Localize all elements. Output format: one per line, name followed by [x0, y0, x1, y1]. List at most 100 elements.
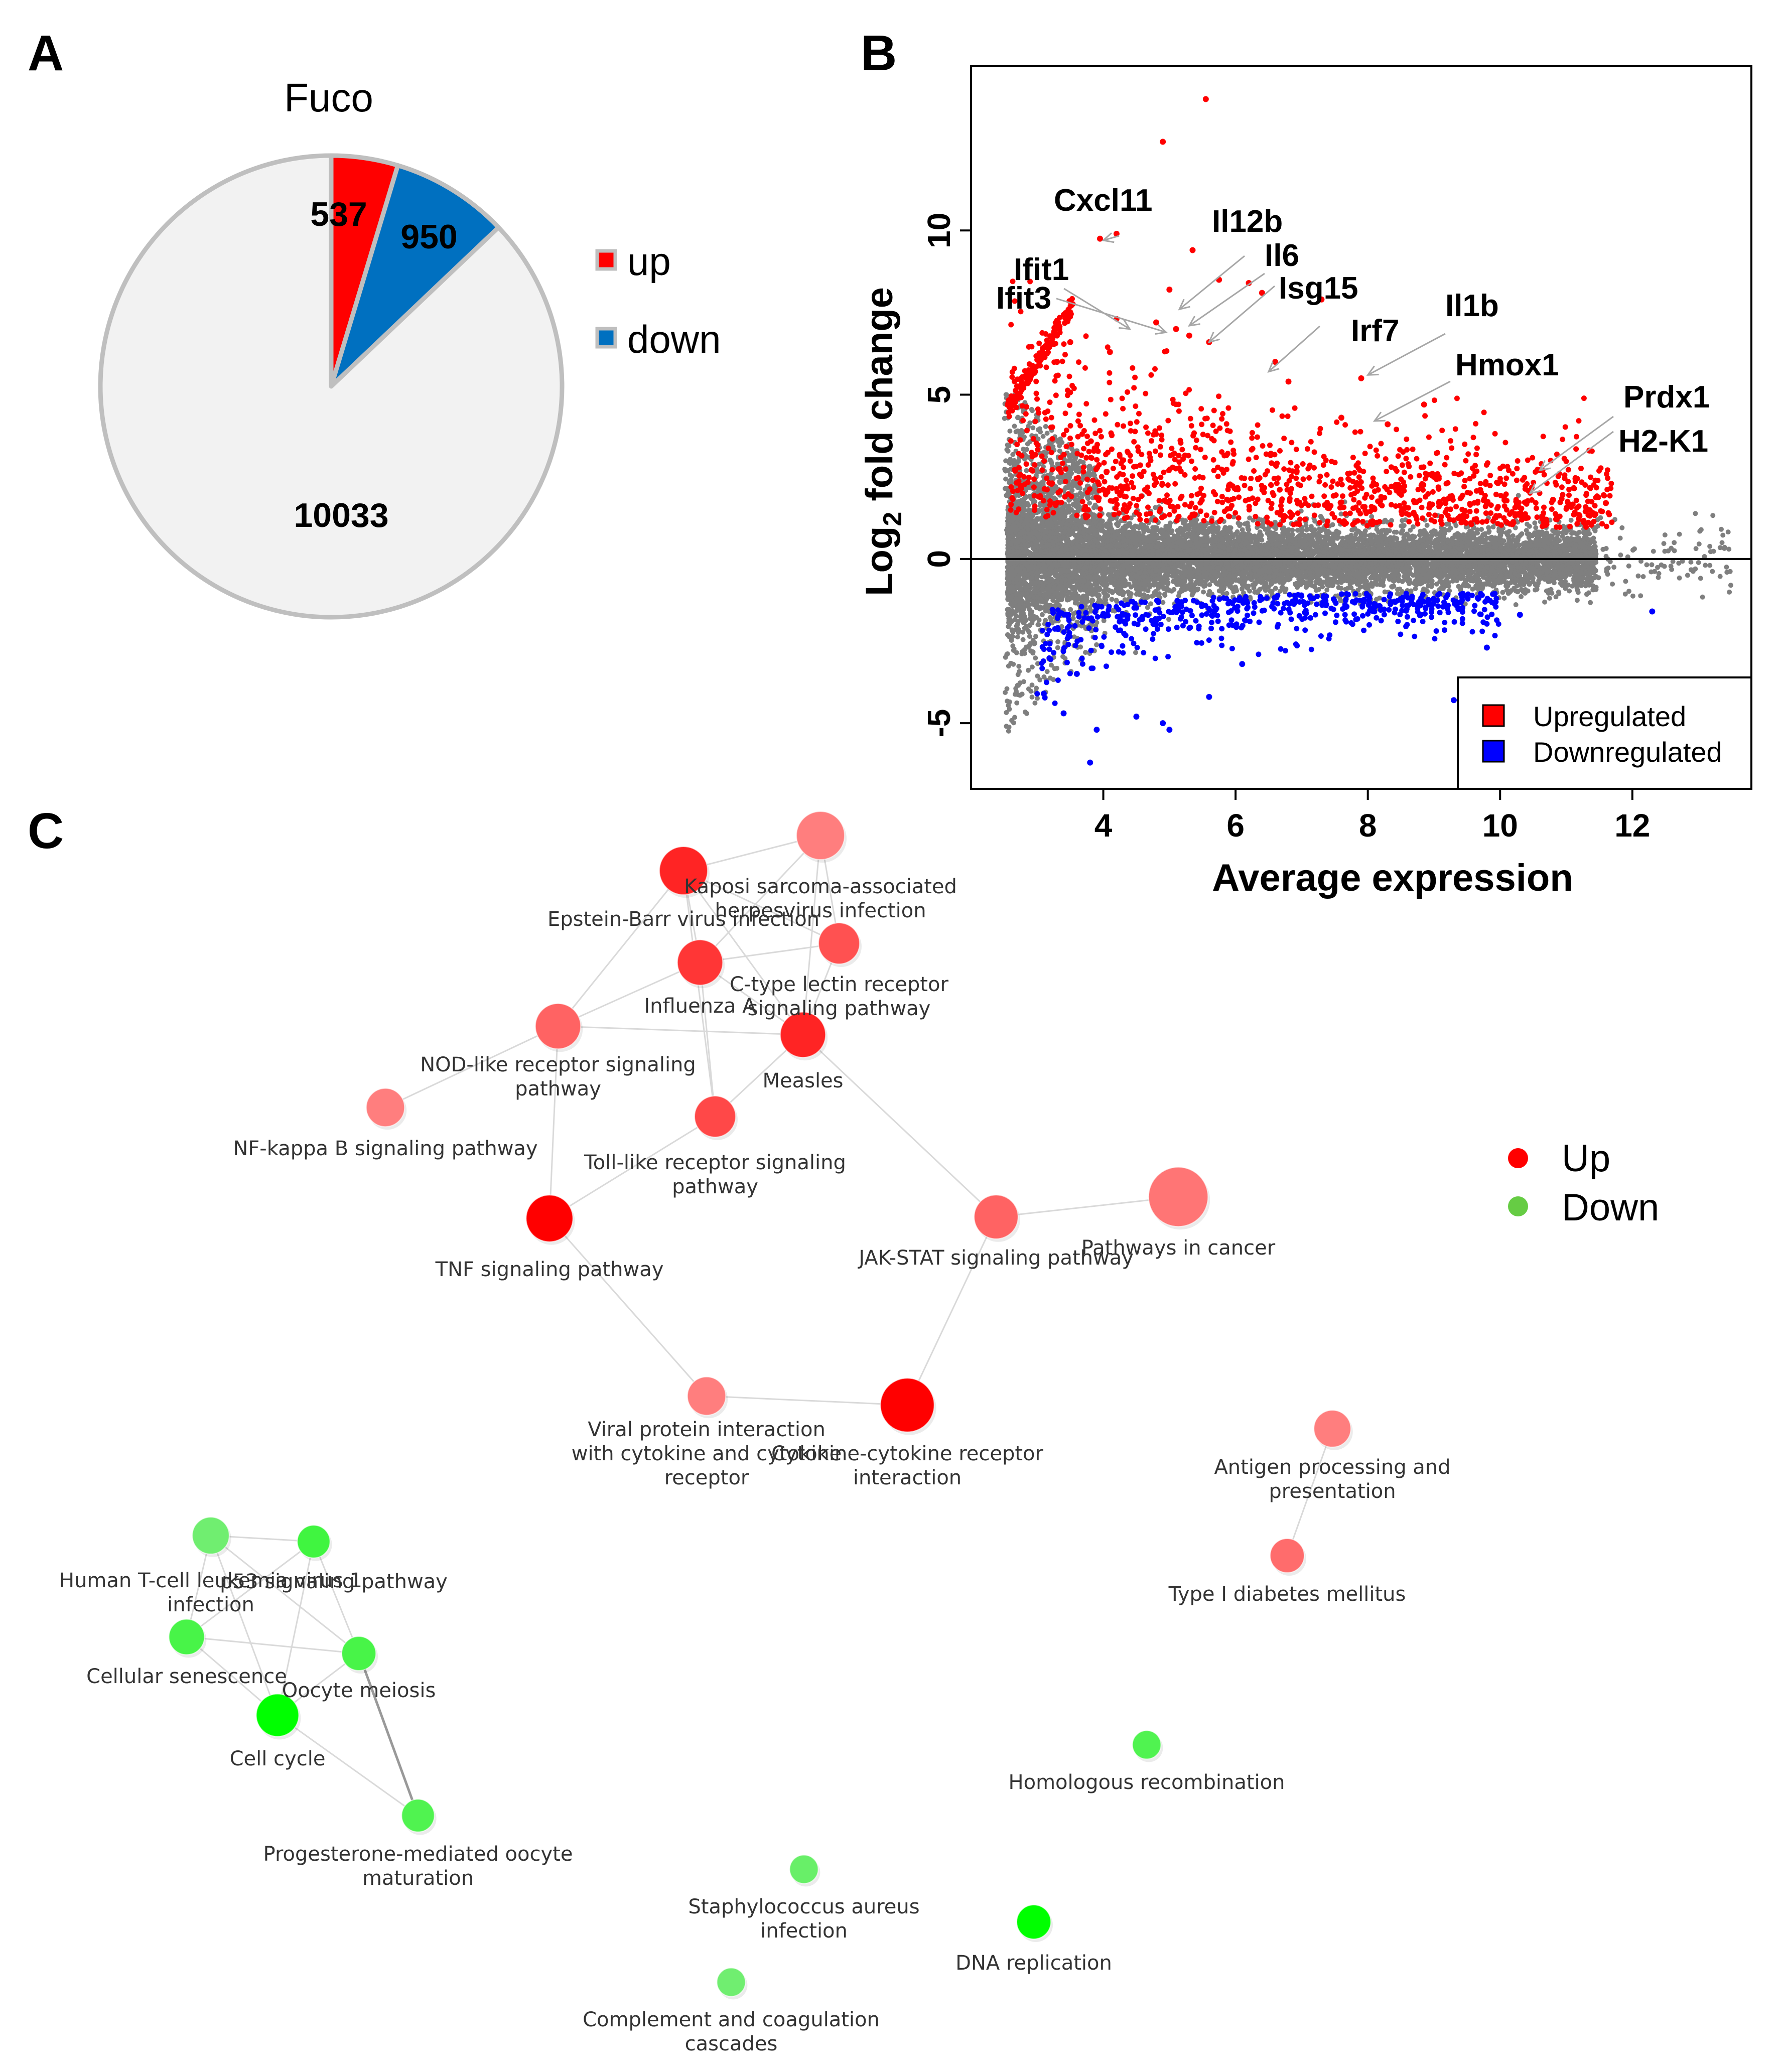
network-node-dnarep [1016, 1904, 1051, 1940]
ma-point-outlier [1477, 487, 1483, 493]
network-node-label-line: Human T-cell leukemia virus 1 [59, 1569, 362, 1592]
ma-annotation-arrow [1063, 288, 1131, 330]
ma-annotation-arrow [1374, 380, 1451, 422]
ma-gene-label-il1b: Il1b [1445, 289, 1499, 323]
ma-plot-frame [970, 65, 1752, 790]
network-edge [700, 942, 840, 963]
pie-legend-swatch-up [595, 249, 617, 271]
ma-point-outlier [1483, 644, 1490, 651]
ma-gene-label-isg15: Isg15 [1279, 271, 1358, 306]
ma-x-tick-label: 12 [1614, 807, 1650, 844]
network-edge [906, 1216, 997, 1406]
network-node-viral [687, 1376, 727, 1416]
network-legend-up-label: Up [1562, 1137, 1610, 1180]
network-node-label-line: Kaposi sarcoma-associated [684, 875, 957, 898]
network-node-label-cellcycle: Cell cycle [230, 1747, 326, 1770]
ma-annotation-arrowhead [1528, 483, 1541, 494]
network-edge [996, 1196, 1179, 1218]
network-node-nfkb [365, 1087, 405, 1128]
pie-legend-label-down: down [627, 317, 721, 361]
network-edge [549, 1218, 708, 1397]
ma-points-downregulated [1034, 591, 1501, 706]
ma-point-outlier [1450, 697, 1457, 704]
network-edge [549, 1116, 716, 1219]
ma-gene-label-ifit1: Ifit1 [1014, 252, 1069, 287]
ma-point-outlier [1385, 421, 1391, 428]
ma-legend-up-swatch [1482, 704, 1505, 727]
network-node-label-antigen: Antigen processing and presentation [1214, 1456, 1450, 1503]
network-node-label-line: Type I diabetes mellitus [1168, 1583, 1406, 1606]
network-node-label-p53: p53 signaling pathway [220, 1570, 448, 1593]
network-node-label-senescence: Cellular senescence [86, 1665, 287, 1688]
ma-gene-label-ifit3: Ifit3 [996, 281, 1051, 316]
ma-annotation-arrowhead [1188, 316, 1200, 327]
ma-y-tick-label: -5 [921, 709, 957, 738]
ma-point-outlier [1153, 319, 1159, 326]
network-node-label-tnf: TNF signaling pathway [435, 1258, 664, 1281]
network-edge [699, 835, 821, 963]
network-node-cellcycle [255, 1693, 300, 1737]
ma-point-outlier [1285, 378, 1292, 385]
network-node-ebv [659, 846, 708, 895]
network-edge [186, 1541, 314, 1638]
network-node-label-cancer: Pathways in cancer [1081, 1236, 1276, 1260]
network-node-label-line: Antigen processing and [1214, 1456, 1450, 1479]
network-node-label-line: Cell cycle [230, 1747, 326, 1770]
network-node-label-line: receptor [664, 1466, 749, 1489]
network-edge [549, 1026, 559, 1219]
network-node-label-line: JAK-STAT signaling pathway [857, 1247, 1134, 1270]
network-edge [313, 1541, 360, 1654]
ma-y-tick-label: 5 [921, 386, 957, 404]
network-node-label-line: NOD-like receptor signaling [420, 1053, 696, 1076]
network-node-label-line: Homologous recombination [1009, 1771, 1285, 1794]
network-node-label-line: Influenza A [644, 995, 756, 1018]
ma-x-tick-label: 6 [1226, 807, 1245, 844]
network-node-label-measles: Measles [762, 1069, 843, 1092]
network-node-label-line: Toll-like receptor signaling [584, 1151, 846, 1174]
network-node-label-complement: Complement and coagulation cascades [583, 2008, 880, 2055]
network-node-label-line: signaling pathway [748, 997, 931, 1020]
network-node-label-toll: Toll-like receptor signaling pathway [584, 1151, 846, 1198]
ma-gene-label-irf7: Irf7 [1351, 314, 1399, 348]
network-legend-down-dot [1508, 1196, 1528, 1216]
ma-gene-label-h2-k1: H2-K1 [1618, 424, 1708, 459]
network-edge [682, 870, 804, 1035]
network-node-label-line: Staphylococcus aureus [688, 1895, 919, 1918]
network-node-p53 [297, 1525, 331, 1559]
network-edge [682, 870, 716, 1117]
network-node-label-kaposi: Kaposi sarcoma-associated herpesvirus inf… [684, 875, 957, 922]
ma-point-outlier [1358, 375, 1364, 381]
network-edge [357, 1653, 420, 1816]
network-node-label-line: pathway [672, 1175, 758, 1198]
pie-chart: Fuco 537 950 10033 up down [98, 75, 721, 620]
network-node-t1d [1270, 1538, 1305, 1573]
ma-point-outlier [1517, 612, 1523, 618]
network-edge [802, 835, 821, 1035]
ma-point-outlier [1173, 326, 1179, 332]
ma-points-upregulated [1005, 279, 1615, 530]
pie-title: Fuco [284, 75, 373, 120]
network-node-label-influenza: Influenza A [644, 995, 756, 1018]
ma-y-axis-title-main: Log [858, 526, 901, 596]
ma-gene-label-cxcl11: Cxcl11 [1054, 183, 1153, 218]
ma-point-outlier [1189, 247, 1196, 253]
network-node-label-line: maturation [362, 1867, 474, 1890]
ma-point-outlier [1096, 235, 1103, 242]
ma-points-nonsignificant [1002, 392, 1733, 734]
network-node-label-progesterone: Progesterone-mediated oocyte maturation [263, 1843, 573, 1890]
pathway-network: Kaposi sarcoma-associated herpesvirus inf… [59, 811, 1659, 2055]
network-legend: Up Down [1508, 1137, 1659, 1229]
ma-point-outlier [1259, 290, 1265, 296]
ma-point-outlier [1649, 608, 1656, 615]
ma-point-outlier [1113, 230, 1120, 237]
network-node-label-line: cascades [685, 2032, 778, 2055]
network-node-influenza [676, 939, 724, 986]
ma-point-outlier [1160, 139, 1166, 145]
ma-annotation-arrowhead [1366, 365, 1379, 376]
network-node-label-htlv: Human T-cell leukemia virus 1 infection [59, 1569, 362, 1616]
ma-point-outlier [1246, 280, 1252, 286]
network-node-label-line: Cellular senescence [86, 1665, 287, 1688]
network-node-label-line: TNF signaling pathway [435, 1258, 664, 1281]
